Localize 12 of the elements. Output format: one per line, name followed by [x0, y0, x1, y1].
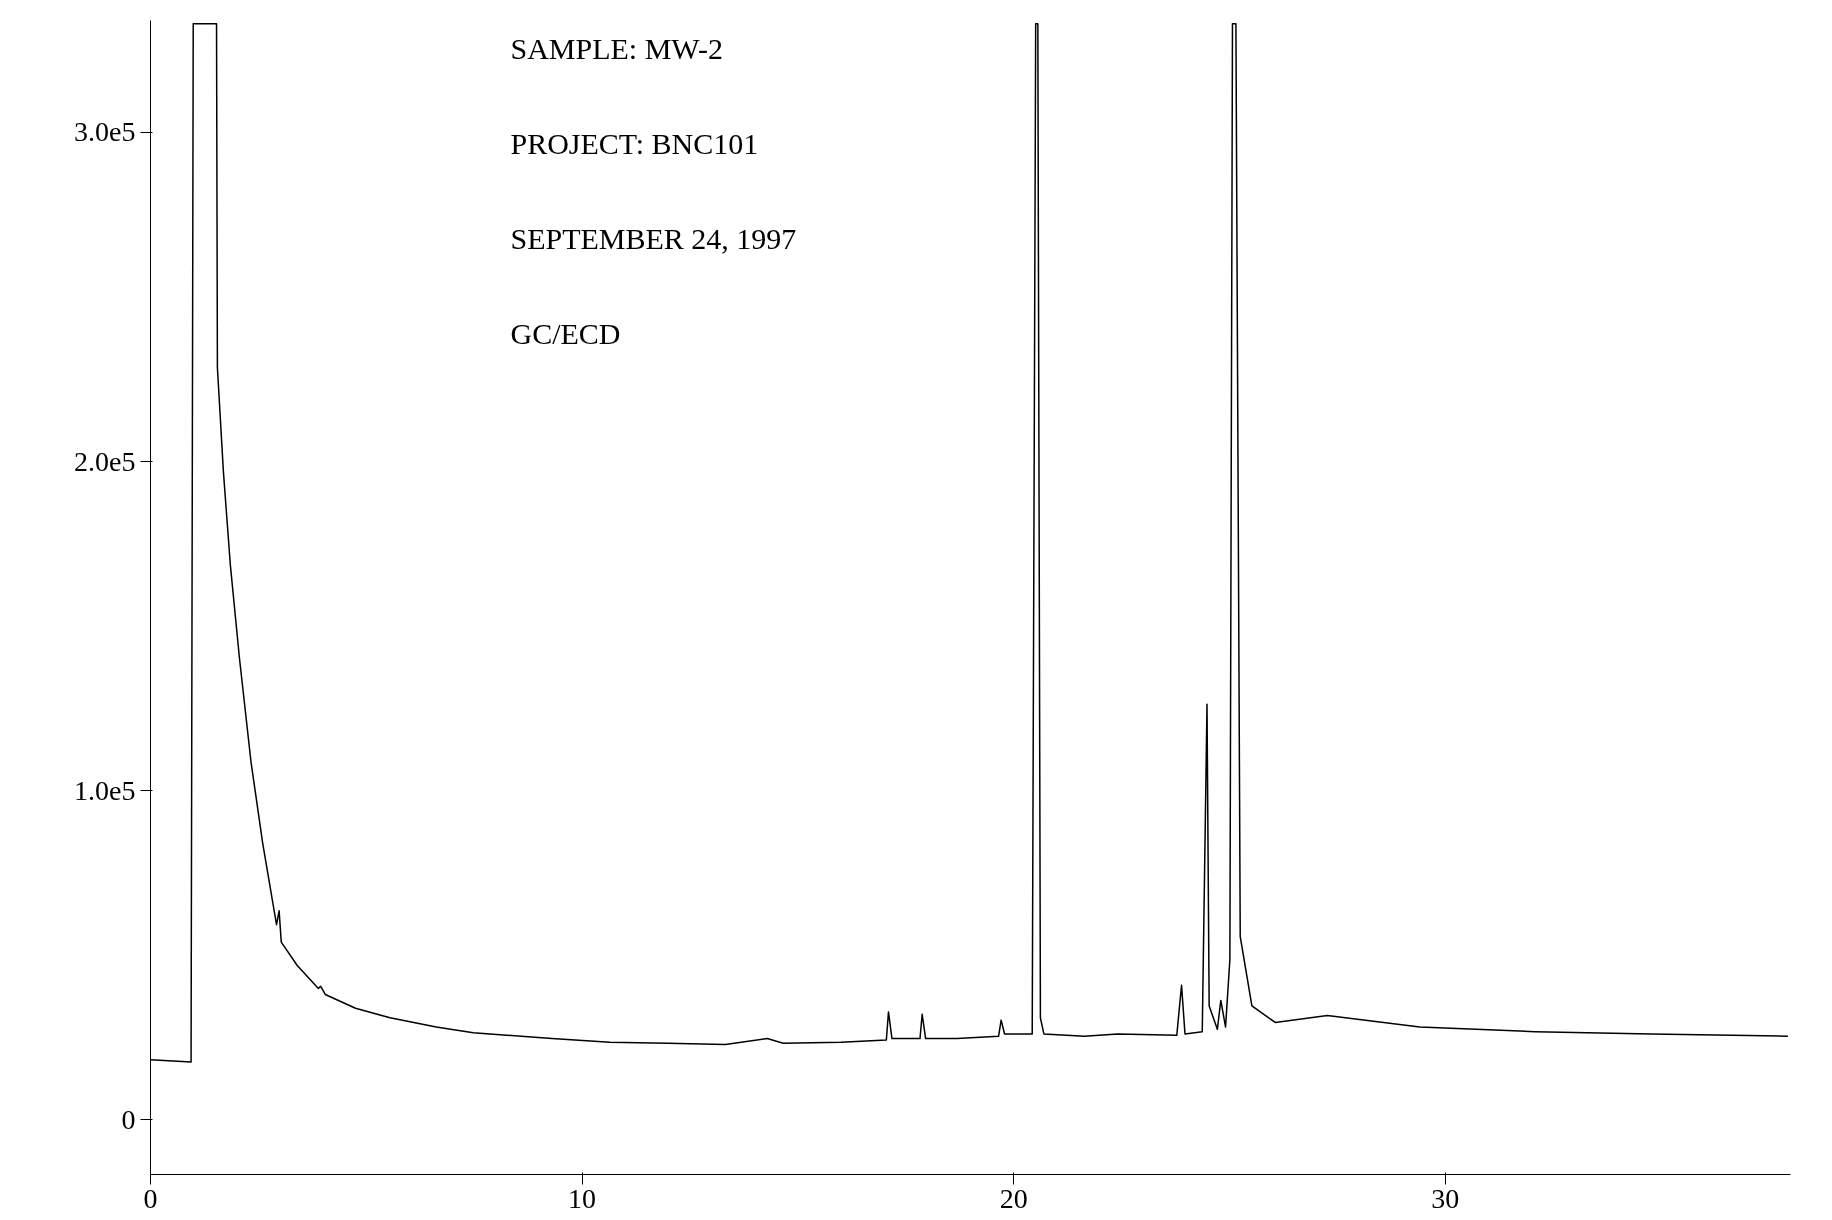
y-tick-label: 1.0e5	[74, 774, 136, 806]
annotation: GC/ECD	[510, 316, 621, 350]
y-tick-label: 0	[121, 1103, 136, 1135]
annotation: SAMPLE: MW-2	[510, 31, 724, 65]
y-tick-label: 2.0e5	[74, 445, 136, 477]
x-tick-label: 30	[1431, 1182, 1460, 1214]
x-tick-label: 0	[143, 1182, 158, 1214]
y-tick-label: 3.0e5	[74, 116, 136, 148]
x-tick-label: 10	[568, 1182, 597, 1214]
annotation: SEPTEMBER 24, 1997	[510, 221, 797, 255]
annotation: PROJECT: BNC101	[510, 126, 759, 160]
x-tick-label: 20	[999, 1182, 1028, 1214]
